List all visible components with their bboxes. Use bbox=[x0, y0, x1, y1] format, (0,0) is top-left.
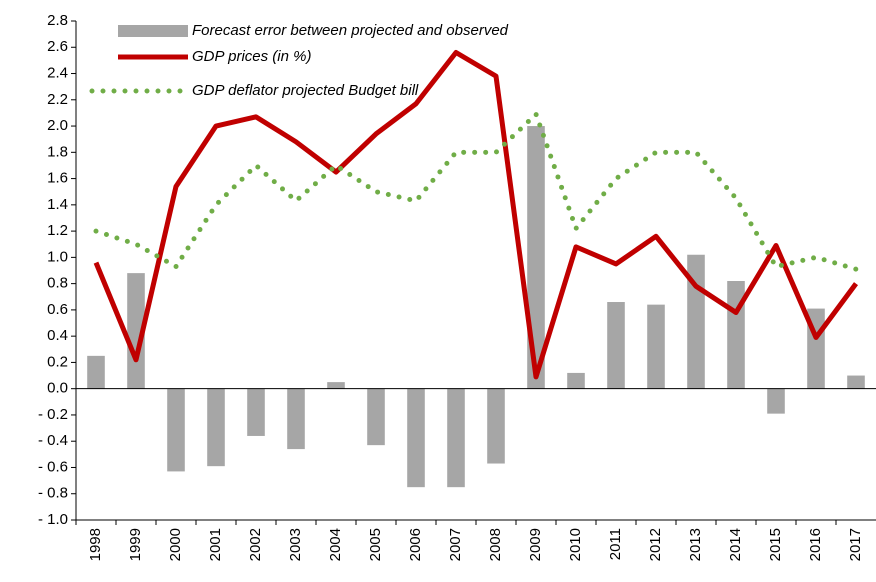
x-tick-label: 1999 bbox=[127, 528, 144, 561]
y-tick-label: 1.8 bbox=[47, 143, 68, 160]
x-tick-label: 2008 bbox=[487, 528, 504, 561]
bar bbox=[447, 388, 465, 488]
x-tick-label: 2005 bbox=[367, 528, 384, 561]
bar bbox=[567, 372, 585, 389]
y-tick-label: 0.2 bbox=[47, 353, 68, 370]
y-tick-label: - 1.0 bbox=[38, 511, 68, 528]
y-tick-label: 0.0 bbox=[47, 380, 68, 397]
x-tick-label: 2001 bbox=[207, 528, 224, 561]
x-tick-label: 2000 bbox=[167, 528, 184, 561]
x-tick-label: 2002 bbox=[247, 528, 264, 561]
y-tick-label: 1.6 bbox=[47, 170, 68, 187]
bar bbox=[527, 126, 545, 389]
bar bbox=[207, 388, 225, 467]
y-tick-label: 2.0 bbox=[47, 117, 68, 134]
legend-label: GDP prices (in %) bbox=[192, 48, 311, 65]
bar bbox=[247, 388, 265, 436]
x-tick-label: 2012 bbox=[647, 528, 664, 561]
bar bbox=[327, 382, 345, 389]
bar bbox=[407, 388, 425, 488]
x-tick-label: 2015 bbox=[767, 528, 784, 561]
x-tick-label: 2014 bbox=[727, 528, 744, 561]
x-tick-label: 2017 bbox=[847, 528, 864, 561]
x-tick-label: 2013 bbox=[687, 528, 704, 561]
y-tick-label: 0.4 bbox=[47, 327, 68, 344]
y-tick-label: - 0.8 bbox=[38, 485, 68, 502]
bar bbox=[847, 375, 865, 389]
bar bbox=[767, 388, 785, 414]
y-tick-label: 0.6 bbox=[47, 301, 68, 318]
x-tick-label: 2010 bbox=[567, 528, 584, 561]
legend-swatch bbox=[118, 25, 188, 37]
bar bbox=[727, 281, 745, 389]
bar bbox=[647, 304, 665, 389]
line bbox=[93, 111, 859, 272]
bar bbox=[367, 388, 385, 446]
y-tick-label: 2.8 bbox=[47, 12, 68, 29]
x-tick-label: 2016 bbox=[807, 528, 824, 561]
bar bbox=[487, 388, 505, 464]
x-tick-label: 2011 bbox=[607, 528, 624, 560]
x-tick-label: 2007 bbox=[447, 528, 464, 561]
y-tick-label: - 0.2 bbox=[38, 406, 68, 423]
x-tick-label: 2003 bbox=[287, 528, 304, 561]
y-tick-label: 1.0 bbox=[47, 248, 68, 265]
y-tick-label: 2.2 bbox=[47, 91, 68, 108]
legend-label: GDP deflator projected Budget bill bbox=[192, 82, 419, 99]
bar bbox=[607, 302, 625, 389]
x-tick-label: 2004 bbox=[327, 528, 344, 561]
y-tick-label: 2.6 bbox=[47, 38, 68, 55]
y-tick-label: 0.8 bbox=[47, 275, 68, 292]
bar bbox=[167, 388, 185, 472]
line bbox=[93, 50, 859, 380]
y-tick-label: - 0.4 bbox=[38, 432, 68, 449]
bar bbox=[127, 273, 145, 389]
y-tick-label: 1.2 bbox=[47, 222, 68, 239]
x-tick-label: 2006 bbox=[407, 528, 424, 561]
bar bbox=[87, 355, 105, 389]
y-tick-label: 2.4 bbox=[47, 64, 68, 81]
y-tick-label: 1.4 bbox=[47, 196, 68, 213]
x-tick-label: 2009 bbox=[527, 528, 544, 561]
y-tick-label: - 0.6 bbox=[38, 458, 68, 475]
bar bbox=[287, 388, 305, 450]
legend-label: Forecast error between projected and obs… bbox=[192, 22, 509, 39]
x-tick-label: 1998 bbox=[87, 528, 104, 561]
